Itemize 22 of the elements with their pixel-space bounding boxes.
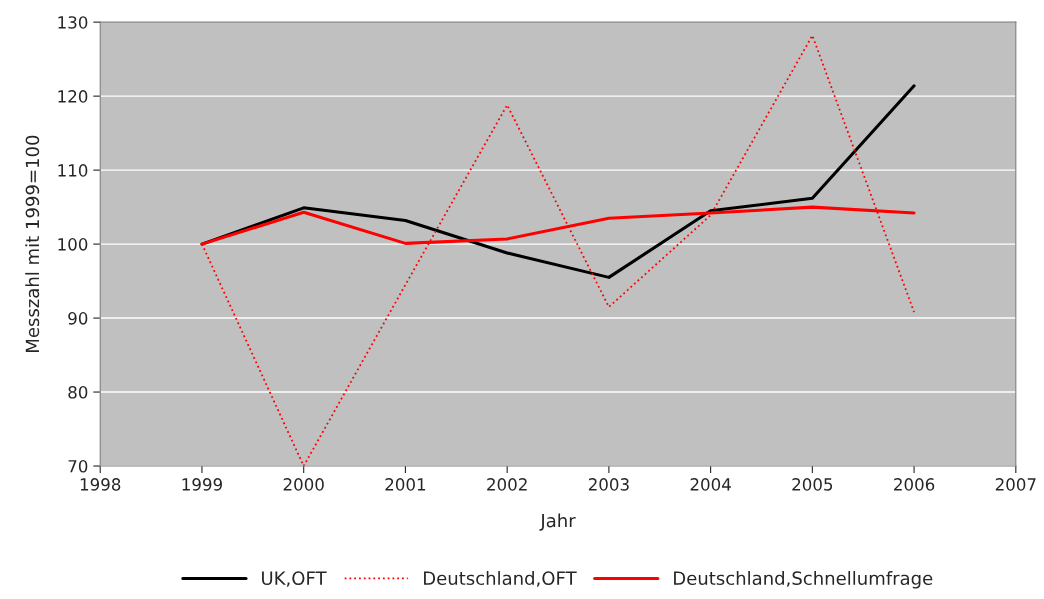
x-tick-label: 1998 [80, 478, 121, 491]
x-tick-label: 2000 [283, 478, 324, 491]
y-tick-label: 70 [68, 459, 88, 473]
x-tick-label: 1999 [182, 478, 222, 491]
x-tick-label: 2005 [792, 478, 833, 491]
y-tick-label: 110 [58, 164, 88, 177]
legend-label: Deutschland,Schnellumfrage [674, 571, 933, 589]
x-tick-label: 2006 [894, 478, 935, 491]
y-axis-title: Messzahl mit 1999=100 [25, 135, 40, 352]
y-tick-label: 100 [58, 238, 88, 251]
x-tick-label: 2002 [487, 478, 527, 491]
x-axis-title: Jahr [539, 513, 576, 531]
y-tick-label: 130 [58, 16, 88, 29]
legend-label: UK,OFT [262, 571, 327, 587]
x-tick-label: 2003 [588, 478, 629, 491]
x-tick-label: 2001 [385, 478, 426, 491]
x-tick-label: 2004 [690, 478, 731, 491]
x-tick-label: 2007 [995, 478, 1036, 491]
y-tick-label: 90 [68, 312, 88, 325]
legend-label: Deutschland,OFT [424, 571, 577, 587]
y-tick-label: 80 [68, 386, 88, 399]
y-tick-label: 120 [58, 90, 88, 103]
